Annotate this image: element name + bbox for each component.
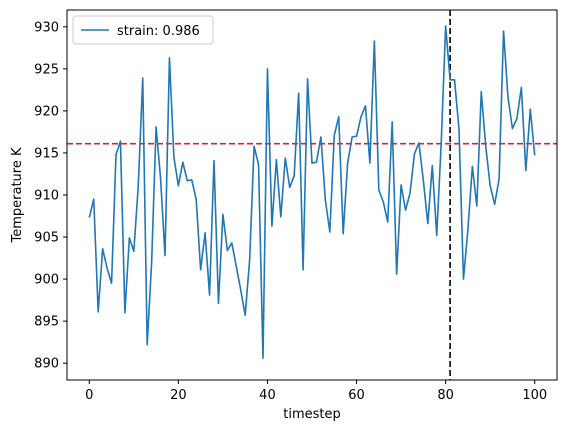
y-tick-label: 920 — [34, 104, 59, 119]
x-tick-label: 20 — [170, 388, 187, 403]
x-axis-label: timestep — [283, 407, 341, 422]
x-tick-label: 0 — [85, 388, 93, 403]
x-tick-label: 40 — [259, 388, 276, 403]
legend-label: strain: 0.986 — [117, 24, 200, 39]
x-tick-label: 100 — [522, 388, 547, 403]
y-tick-label: 925 — [34, 62, 59, 77]
y-axis-ticks: 890 895 900 905 910 915 920 925 930 — [34, 20, 67, 372]
legend-box — [72, 15, 214, 45]
series-lines — [88, 25, 536, 359]
legend: strain: 0.986 — [72, 15, 214, 45]
x-tick-label: 80 — [437, 388, 454, 403]
y-axis-label: Temperature K — [10, 147, 25, 243]
axes-frame — [66, 9, 558, 381]
series-line — [88, 25, 536, 359]
y-tick-label: 895 — [34, 315, 59, 330]
y-tick-label: 890 — [34, 357, 59, 372]
y-tick-label: 900 — [34, 273, 59, 288]
y-tick-label: 905 — [34, 231, 59, 246]
y-tick-label: 930 — [34, 20, 59, 35]
y-tick-label: 915 — [34, 146, 59, 161]
reference-lines — [67, 10, 557, 380]
x-axis-ticks: 0 20 40 60 80 100 — [85, 380, 547, 403]
x-tick-label: 60 — [348, 388, 365, 403]
y-tick-label: 910 — [34, 189, 59, 204]
